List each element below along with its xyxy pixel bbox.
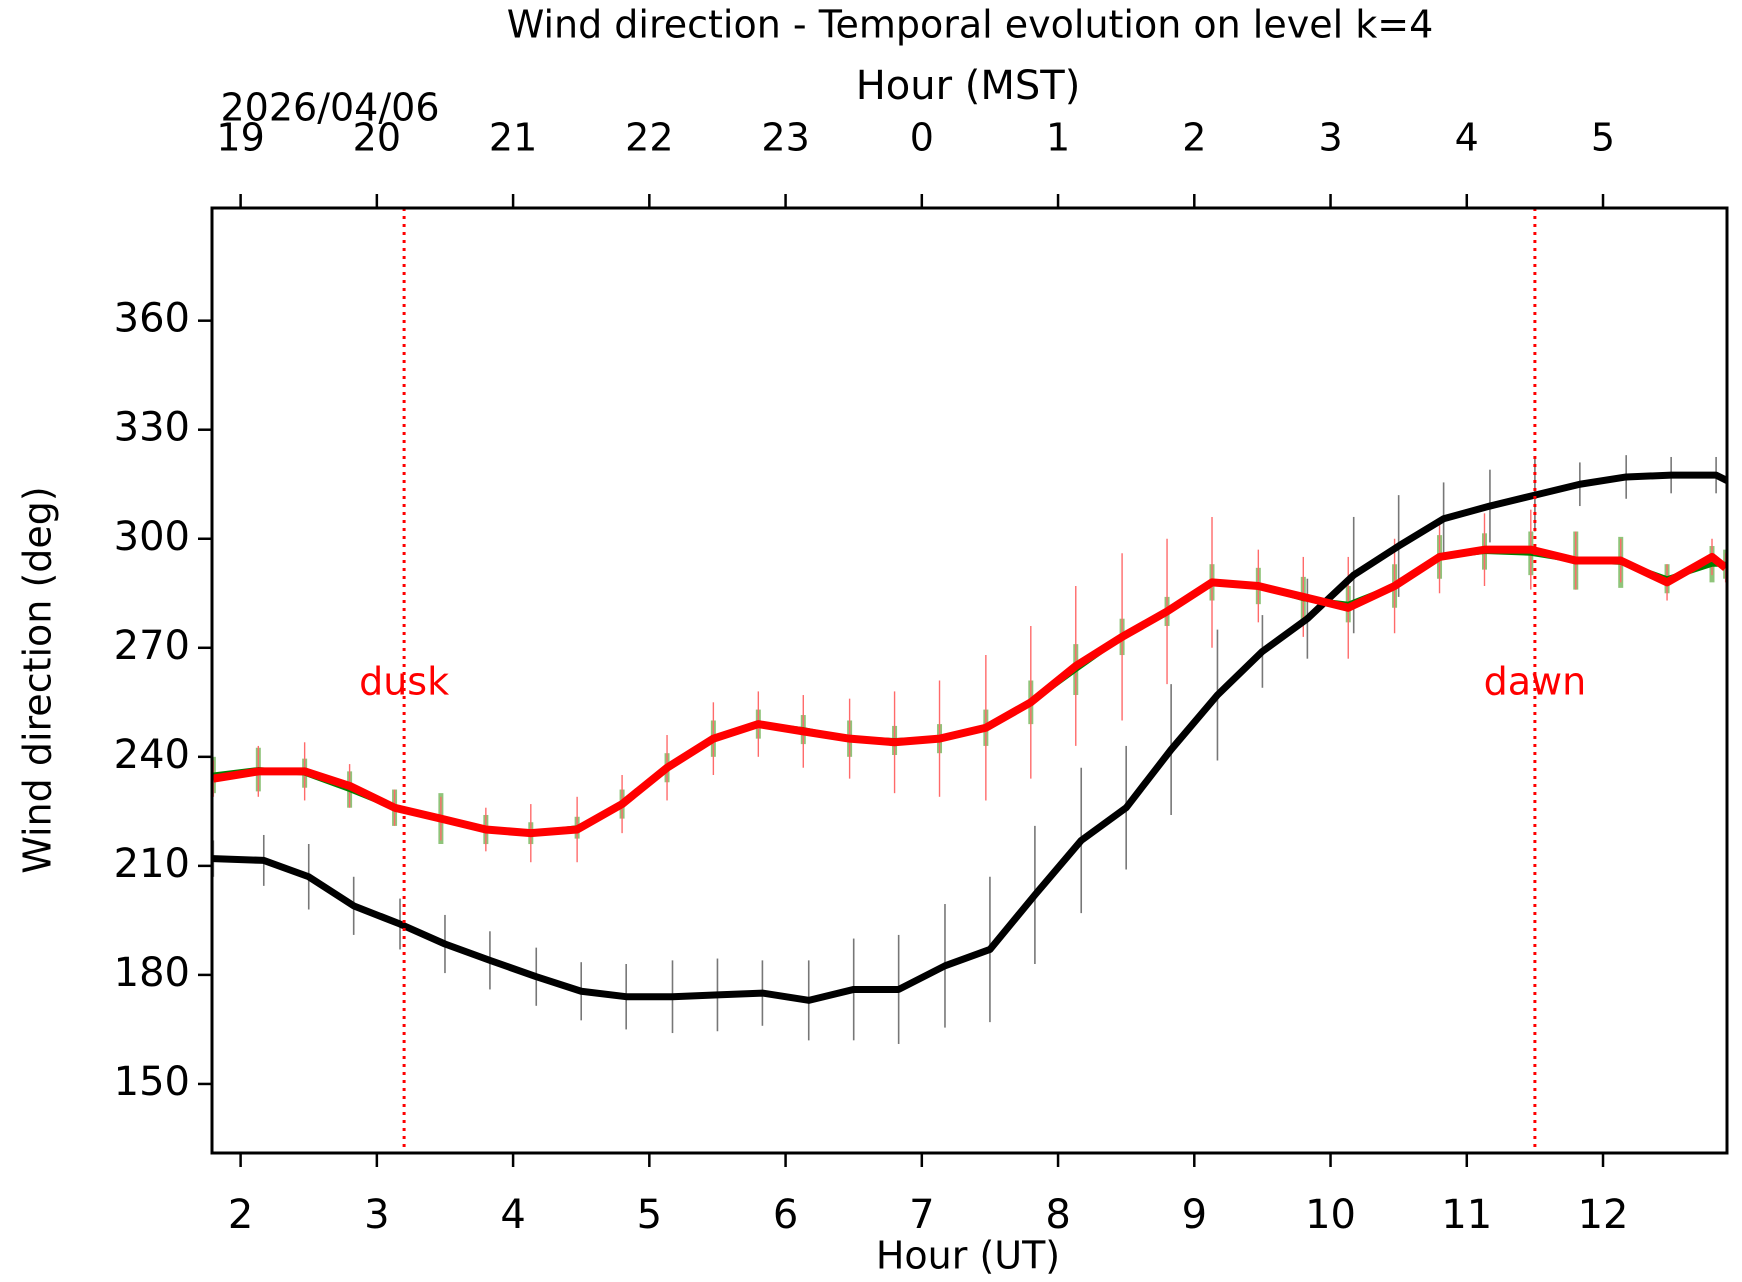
x-tick-label: 9	[1182, 1192, 1207, 1238]
x-tick-label: 12	[1578, 1192, 1629, 1238]
x-tick-label: 7	[909, 1192, 934, 1238]
x-tick-label: 4	[500, 1192, 525, 1238]
x-tick-label: 5	[637, 1192, 662, 1238]
x-tick-label: 10	[1305, 1192, 1356, 1238]
y-tick-label: 210	[114, 841, 190, 887]
top-x-tick-label: 23	[761, 116, 809, 160]
x-tick-label: 2	[228, 1192, 253, 1238]
top-x-tick-label: 0	[910, 116, 934, 160]
top-x-tick-label: 22	[625, 116, 673, 160]
y-tick-label: 300	[114, 514, 190, 560]
series-line	[212, 545, 1727, 838]
top-axis-label: Hour (MST)	[856, 63, 1081, 109]
top-x-tick-label: 2	[1182, 116, 1206, 160]
top-x-tick-label: 3	[1318, 116, 1342, 160]
annotation: dusk	[359, 660, 449, 704]
x-tick-label: 3	[364, 1192, 389, 1238]
y-tick-label: 360	[114, 296, 190, 342]
x-tick-label: 6	[773, 1192, 798, 1238]
y-tick-label: 180	[114, 950, 190, 996]
top-x-tick-label: 4	[1455, 116, 1479, 160]
top-x-tick-label: 1	[1046, 116, 1070, 160]
y-tick-label: 150	[114, 1059, 190, 1105]
y-tick-label: 270	[114, 623, 190, 669]
top-x-tick-label: 20	[353, 116, 401, 160]
top-date-label: 2026/04/06	[220, 86, 439, 130]
top-x-tick-label: 21	[489, 116, 537, 160]
top-x-tick-label: 5	[1591, 116, 1615, 160]
y-tick-label: 330	[114, 405, 190, 451]
x-tick-label: 8	[1045, 1192, 1070, 1238]
x-tick-label: 11	[1441, 1192, 1492, 1238]
series-line	[213, 471, 1727, 1004]
top-x-tick-label: 19	[216, 116, 264, 160]
chart-title: Wind direction - Temporal evolution on l…	[507, 3, 1434, 47]
x-axis-label: Hour (UT)	[876, 1234, 1060, 1278]
y-tick-label: 240	[114, 732, 190, 778]
annotation: dawn	[1484, 660, 1587, 704]
y-axis-label: Wind direction (deg)	[16, 486, 60, 873]
plot-area	[212, 455, 1727, 1044]
plot-frame	[210, 206, 1729, 1155]
